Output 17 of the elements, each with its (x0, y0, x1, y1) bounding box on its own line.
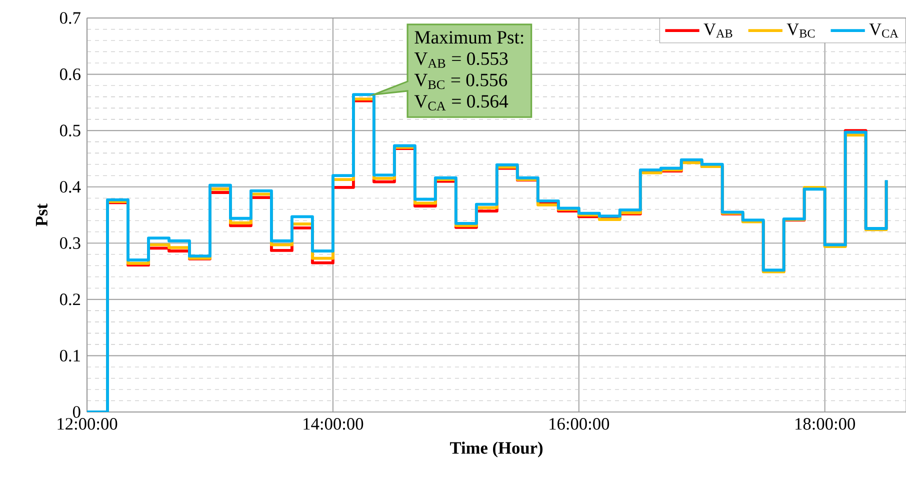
x-tick-label: 18:00:00 (796, 418, 856, 430)
y-tick-label: 0.4 (60, 180, 81, 193)
y-tick-label: 0.6 (60, 68, 80, 80)
legend-label: V$_{AB}$ (704, 24, 732, 38)
y-tick-label: 0.3 (60, 237, 80, 250)
y-tick-label: 0.2 (60, 294, 80, 306)
x-axis-title: Time (Hour) (450, 442, 543, 458)
y-tick-label: 0 (72, 406, 80, 418)
legend-label: V$_{BC}$ (786, 24, 815, 38)
y-axis-title: Pst (36, 204, 48, 226)
x-tick-label: 14:00:00 (304, 418, 364, 430)
x-tick-label: 12:00:00 (58, 418, 118, 430)
legend-label: V$_{CA}$ (869, 24, 898, 38)
x-tick-label: 16:00:00 (550, 418, 610, 430)
y-tick-label: 0.5 (60, 124, 80, 136)
y-tick-label: 0.7 (60, 12, 80, 24)
y-tick-label: 0.1 (60, 350, 80, 362)
